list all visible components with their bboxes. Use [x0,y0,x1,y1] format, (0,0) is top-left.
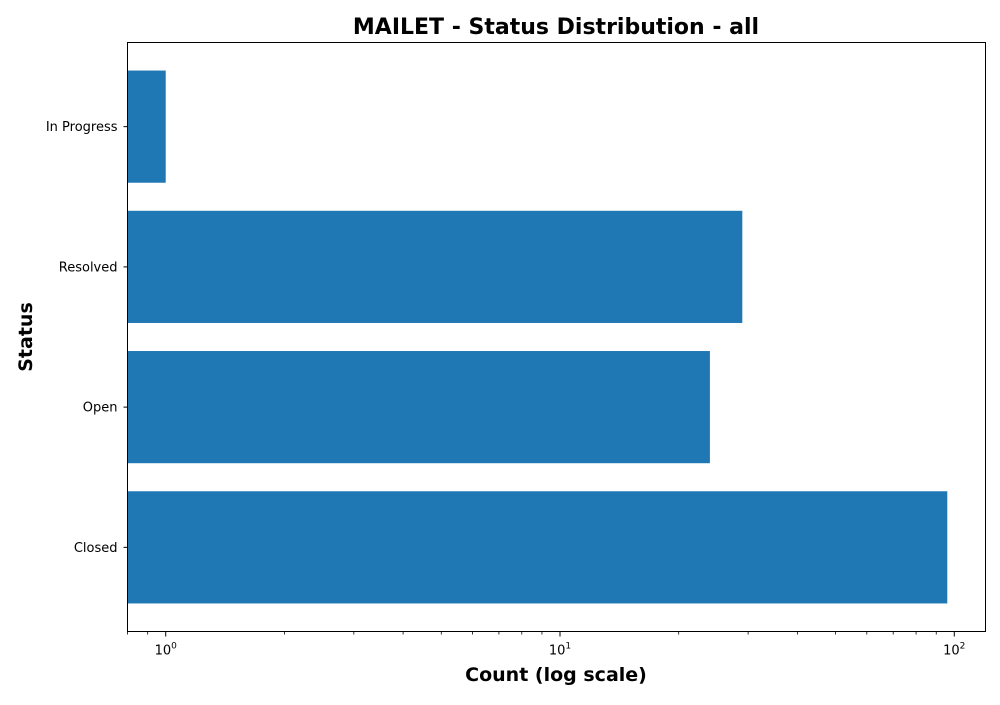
bars-layer [127,70,948,604]
y-axis-ticks: Closed Open Resolved In Progress [46,120,128,556]
plot-area-frame [127,42,986,632]
y-tick-label-closed: Closed [74,541,118,556]
x-axis-label: Count (log scale) [465,664,647,686]
bar-open [127,351,710,464]
y-tick-label-open: Open [83,401,118,416]
y-axis-label: Status [15,302,37,372]
chart-title: MAILET - Status Distribution - all [353,15,759,40]
y-tick-label-in-progress: In Progress [46,120,118,135]
x-axis-ticks: 100 101 102 [127,631,965,659]
bar-in-progress [127,70,166,183]
x-tick-label: 101 [549,642,571,659]
bar-resolved [127,210,743,323]
bar-closed [127,491,948,604]
x-tick-label: 100 [155,642,178,659]
x-tick-label: 102 [943,642,965,659]
y-tick-label-resolved: Resolved [59,260,118,275]
